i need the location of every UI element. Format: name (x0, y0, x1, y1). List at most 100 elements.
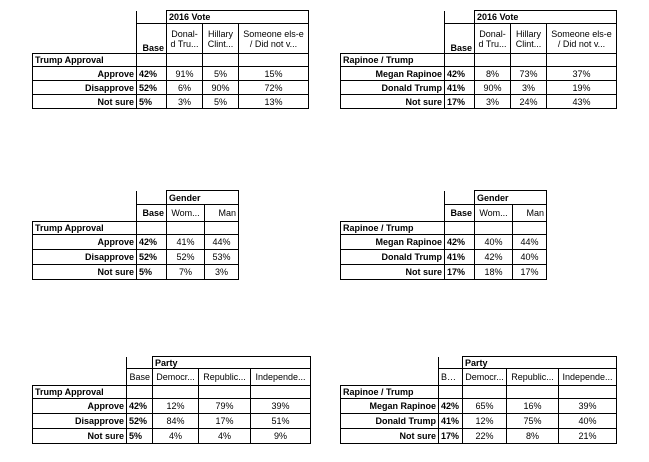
col-header: Independe... (558, 368, 617, 386)
row-label: Disapprove (32, 413, 127, 429)
col-header: Independe... (250, 368, 311, 386)
base-value: 42% (126, 398, 153, 414)
row-label: Disapprove (32, 80, 137, 95)
crosstab-gender-rapinoe-trump: Gender Base Wom... Man Rapinoe / Trump M… (340, 190, 548, 280)
cell-value: 40% (474, 234, 513, 250)
col-header: Donal-d Tru... (166, 23, 203, 54)
col-header: Democr... (462, 368, 507, 386)
table-row: Not sure 5% 3% 5% 13% (32, 94, 309, 109)
base-value: 52% (126, 413, 153, 429)
base-value: 42% (136, 234, 167, 250)
crosstab-2016-vote-rapinoe-trump: 2016 Vote Base Donal-d Tru... Hillary Cl… (340, 10, 617, 109)
col-header: Wom... (474, 204, 513, 222)
base-value: 41% (438, 413, 463, 429)
crosstab-2016-vote-trump-approval: 2016 Vote Base Donal-d Tru... Hillary Cl… (32, 10, 309, 109)
cell-value: 73% (510, 66, 547, 81)
cell-value: 13% (238, 94, 309, 109)
table-row: Approve 42% 12% 79% 39% (32, 398, 311, 414)
crosstab-party-trump-approval: Party Base Democr... Republic... Indepen… (32, 356, 311, 444)
base-value: 17% (444, 94, 475, 109)
table-row: Donald Trump 41% 42% 40% (340, 249, 548, 265)
cell-value: 51% (250, 413, 311, 429)
row-label: Donald Trump (340, 249, 445, 265)
row-label: Not sure (32, 264, 137, 280)
cell-value: 42% (474, 249, 513, 265)
table-title: Trump Approval (32, 53, 137, 67)
cell-value: 44% (203, 234, 240, 250)
table-row: Not sure 17% 22% 8% 21% (340, 428, 617, 444)
base-value: 17% (438, 428, 463, 444)
table-title: Trump Approval (32, 221, 137, 235)
cell-value: 19% (546, 80, 617, 95)
table-row: Megan Rapinoe 42% 8% 73% 37% (340, 66, 617, 81)
cell-value: 43% (546, 94, 617, 109)
group-label: Party (152, 356, 311, 369)
group-label: Gender (473, 190, 548, 205)
table-title: Trump Approval (32, 385, 127, 399)
row-label: Donald Trump (340, 80, 445, 95)
base-header: Base (438, 368, 463, 386)
group-label: 2016 Vote (474, 10, 617, 24)
group-label: Gender (165, 190, 240, 205)
row-label: Megan Rapinoe (340, 398, 439, 414)
base-value: 42% (444, 66, 475, 81)
cell-value: 90% (474, 80, 511, 95)
row-label: Approve (32, 66, 137, 81)
col-header: Donal-d Tru... (474, 23, 511, 54)
cell-value: 18% (474, 264, 513, 280)
crosstab-gender-trump-approval: Gender Base Wom... Man Trump Approval Ap… (32, 190, 240, 280)
row-label: Not sure (32, 428, 127, 444)
table-row: Disapprove 52% 84% 17% 51% (32, 413, 311, 429)
row-label: Not sure (340, 428, 439, 444)
row-label: Not sure (32, 94, 137, 109)
cell-value: 37% (546, 66, 617, 81)
row-label: Not sure (340, 264, 445, 280)
cell-value: 72% (238, 80, 309, 95)
table-row: Not sure 5% 4% 4% 9% (32, 428, 311, 444)
crosstab-party-rapinoe-trump: Party Base Democr... Republic... Indepen… (340, 356, 617, 444)
cell-value: 8% (474, 66, 511, 81)
cell-value: 3% (203, 264, 240, 280)
table-row: Megan Rapinoe 42% 40% 44% (340, 234, 548, 250)
cell-value: 40% (558, 413, 617, 429)
base-value: 41% (444, 80, 475, 95)
cell-value: 12% (462, 413, 507, 429)
table-row: Donald Trump 41% 90% 3% 19% (340, 80, 617, 95)
cell-value: 40% (511, 249, 548, 265)
cell-value: 17% (511, 264, 548, 280)
table-row: Disapprove 52% 6% 90% 72% (32, 80, 309, 95)
cell-value: 41% (166, 234, 205, 250)
cell-value: 44% (511, 234, 548, 250)
col-header: Hillary Clint... (202, 23, 239, 54)
base-header: Base (444, 23, 475, 54)
group-label: 2016 Vote (166, 10, 309, 24)
col-header: Someone els-e / Did not v... (546, 23, 617, 54)
table-title: Rapinoe / Trump (340, 53, 445, 67)
cell-value: 22% (462, 428, 507, 444)
cell-value: 9% (250, 428, 311, 444)
base-value: 52% (136, 249, 167, 265)
col-header: Man (511, 204, 548, 222)
table-row: Approve 42% 91% 5% 15% (32, 66, 309, 81)
cell-value: 65% (462, 398, 507, 414)
base-value: 42% (444, 234, 475, 250)
table-row: Not sure 5% 7% 3% (32, 264, 240, 280)
table-title: Rapinoe / Trump (340, 221, 445, 235)
cell-value: 15% (238, 66, 309, 81)
col-header: Someone els-e / Did not v... (238, 23, 309, 54)
cell-value: 3% (510, 80, 547, 95)
row-label: Approve (32, 398, 127, 414)
cell-value: 90% (202, 80, 239, 95)
row-label: Donald Trump (340, 413, 439, 429)
cell-value: 75% (506, 413, 559, 429)
table-row: Megan Rapinoe 42% 65% 16% 39% (340, 398, 617, 414)
col-header: Man (203, 204, 240, 222)
cell-value: 24% (510, 94, 547, 109)
cell-value: 4% (152, 428, 199, 444)
cell-value: 7% (166, 264, 205, 280)
base-value: 17% (444, 264, 475, 280)
row-label: Not sure (340, 94, 445, 109)
base-value: 5% (126, 428, 153, 444)
base-value: 5% (136, 94, 167, 109)
cell-value: 4% (198, 428, 251, 444)
